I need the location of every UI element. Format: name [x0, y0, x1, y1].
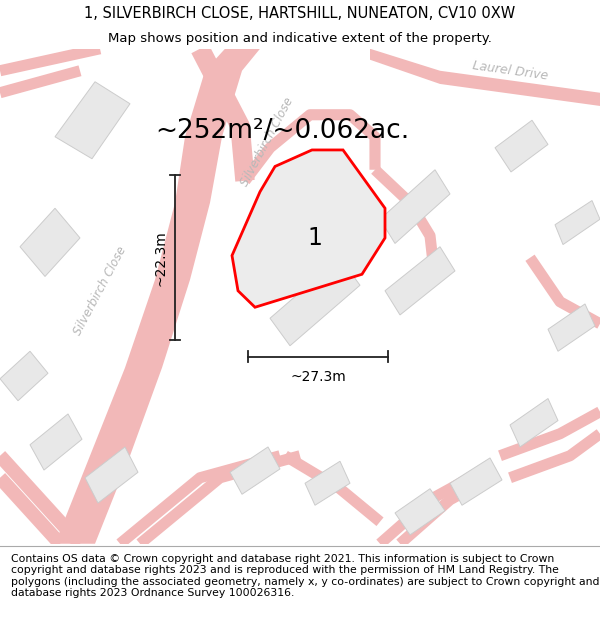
Polygon shape — [548, 304, 595, 351]
Polygon shape — [270, 258, 360, 346]
Text: Laurel Drive: Laurel Drive — [472, 59, 548, 82]
Polygon shape — [85, 447, 138, 503]
Text: 1, SILVERBIRCH CLOSE, HARTSHILL, NUNEATON, CV10 0XW: 1, SILVERBIRCH CLOSE, HARTSHILL, NUNEATO… — [85, 6, 515, 21]
Polygon shape — [232, 150, 385, 308]
Polygon shape — [495, 120, 548, 172]
Text: Silverbirch Close: Silverbirch Close — [238, 96, 296, 189]
Polygon shape — [450, 458, 502, 505]
Polygon shape — [380, 170, 450, 244]
Polygon shape — [395, 489, 445, 535]
Polygon shape — [20, 208, 80, 276]
Polygon shape — [230, 447, 280, 494]
Polygon shape — [385, 247, 455, 315]
Polygon shape — [55, 49, 260, 544]
Polygon shape — [305, 461, 350, 505]
Polygon shape — [30, 414, 82, 470]
Text: Silverbirch Close: Silverbirch Close — [71, 244, 129, 338]
Polygon shape — [55, 82, 130, 159]
Text: 1: 1 — [308, 226, 322, 250]
Text: ~252m²/~0.062ac.: ~252m²/~0.062ac. — [155, 118, 409, 144]
Text: ~22.3m: ~22.3m — [154, 230, 168, 286]
Polygon shape — [555, 201, 600, 244]
Polygon shape — [370, 49, 600, 106]
Text: Contains OS data © Crown copyright and database right 2021. This information is : Contains OS data © Crown copyright and d… — [11, 554, 599, 598]
Text: Map shows position and indicative extent of the property.: Map shows position and indicative extent… — [108, 31, 492, 44]
Text: ~27.3m: ~27.3m — [290, 369, 346, 384]
Polygon shape — [510, 399, 558, 447]
Polygon shape — [0, 351, 48, 401]
